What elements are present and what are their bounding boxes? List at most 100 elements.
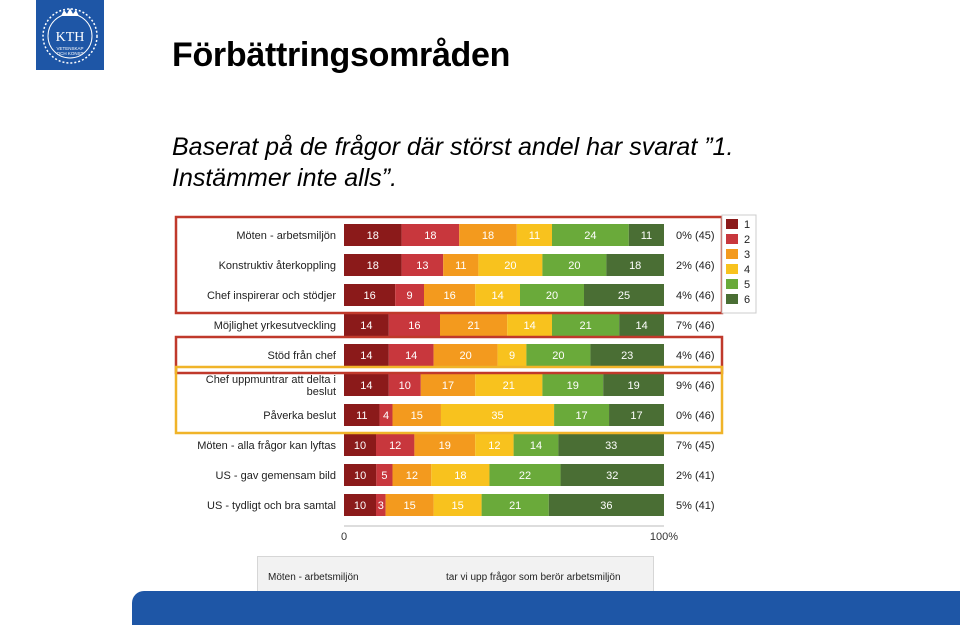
bar-value-label: 32 [606, 470, 618, 482]
x-tick-label: 0 [341, 531, 347, 543]
legend-swatch [726, 249, 738, 259]
bar-segment [376, 464, 393, 486]
bar-segment [513, 434, 559, 456]
bar-value-label: 15 [403, 500, 415, 512]
subtitle-line-1: Baserat på de frågor där störst andel ha… [172, 133, 734, 161]
bar-segment [344, 284, 396, 306]
bar-value-label: 33 [605, 440, 617, 452]
bar-value-label: 16 [408, 320, 420, 332]
bar-segment [489, 464, 561, 486]
bar-segment [554, 404, 610, 426]
bar-value-label: 36 [600, 500, 612, 512]
bar-value-label: 16 [363, 290, 375, 302]
bar-value-label: 19 [567, 380, 579, 392]
bar-value-label: 15 [451, 500, 463, 512]
bar-value-label: 20 [459, 350, 471, 362]
bar-segment [433, 494, 482, 516]
bar-segment [558, 434, 664, 456]
legend-swatch [726, 219, 738, 229]
bar-segment [552, 314, 620, 336]
bar-segment [459, 224, 517, 246]
bar-value-label: 23 [621, 350, 633, 362]
row-stat-label: 0% (45) [676, 230, 715, 242]
highlight-box [174, 365, 724, 435]
bar-segment [443, 254, 479, 276]
row-stat-label: 7% (45) [676, 440, 715, 452]
stacked-bar-chart: 0 100% 18 18 18 11 24 11 Möten - arbetsmiljön 0% … [170, 205, 770, 550]
bar-segment [344, 434, 376, 456]
footer-bar [132, 591, 960, 625]
bar-segment [475, 434, 514, 456]
bar-segment [344, 344, 389, 366]
bar-value-label: 13 [416, 260, 428, 272]
kth-logo: KTH VETENSKAP OCH KONST [36, 0, 104, 70]
bar-segment [344, 254, 402, 276]
bar-value-label: 21 [503, 380, 515, 392]
legend-label: 1 [744, 219, 750, 231]
bar-value-label: 14 [405, 350, 417, 362]
bar-segment [392, 464, 432, 486]
logo-text: KTH [56, 30, 85, 45]
category-label: US - tydligt och bra samtal [207, 500, 336, 512]
bar-segment [401, 254, 444, 276]
bar-value-label: 10 [354, 440, 366, 452]
bar-segment [431, 464, 490, 486]
bar-value-label: 22 [519, 470, 531, 482]
bar-value-label: 18 [367, 260, 379, 272]
legend-swatch [726, 234, 738, 244]
category-label: Möten - alla frågor kan lyftas [197, 440, 336, 452]
bar-value-label: 25 [618, 290, 630, 302]
bar-value-label: 20 [504, 260, 516, 272]
bar-value-label: 3 [378, 500, 384, 512]
category-label: Påverka beslut [263, 410, 336, 422]
bar-segment [388, 314, 440, 336]
bar-segment [344, 314, 389, 336]
bar-value-label: 18 [482, 230, 494, 242]
logo-subtext-1: VETENSKAP [56, 46, 83, 51]
bar-segment [376, 494, 386, 516]
bar-segment [507, 314, 552, 336]
bar-value-label: 18 [629, 260, 641, 272]
category-label: Chef uppmuntrar att delta i [206, 374, 336, 386]
bar-value-label: 20 [546, 290, 558, 302]
bar-value-label: 4 [383, 410, 389, 422]
bar-segment [385, 494, 434, 516]
bar-value-label: 35 [491, 410, 503, 422]
legend-label: 3 [744, 249, 750, 261]
bar-value-label: 9 [509, 350, 515, 362]
bar-segment [388, 374, 421, 396]
bar-segment [344, 464, 377, 486]
row-stat-label: 0% (46) [676, 410, 715, 422]
subtitle-line-2: Instämmer inte alls”. [172, 164, 398, 192]
bar-segment [392, 404, 441, 426]
row-stat-label: 9% (46) [676, 380, 715, 392]
category-label: Möjlighet yrkesutveckling [214, 320, 336, 332]
bar-value-label: 16 [443, 290, 455, 302]
bar-value-label: 12 [488, 440, 500, 452]
bar-value-label: 18 [367, 230, 379, 242]
strip-left-text: Möten - arbetsmiljön [268, 572, 359, 583]
bar-value-label: 5 [381, 470, 387, 482]
row-stat-label: 2% (41) [676, 470, 715, 482]
bar-segment [560, 464, 664, 486]
bar-segment [376, 434, 415, 456]
bar-segment [420, 374, 476, 396]
bar-segment [542, 374, 604, 396]
bar-value-label: 14 [530, 440, 542, 452]
bar-segment [433, 344, 498, 366]
bar-segment [344, 494, 376, 516]
bar-value-label: 17 [630, 410, 642, 422]
category-label: Stöd från chef [268, 350, 337, 362]
bar-segment [401, 224, 460, 246]
bar-value-label: 10 [354, 500, 366, 512]
bar-value-label: 12 [389, 440, 401, 452]
bar-value-label: 10 [399, 380, 411, 392]
category-label: beslut [307, 386, 336, 398]
bar-value-label: 11 [529, 230, 540, 242]
bar-segment [388, 344, 434, 366]
bar-segment [475, 374, 543, 396]
bar-segment [344, 374, 389, 396]
bar-segment [606, 254, 664, 276]
bar-value-label: 15 [411, 410, 423, 422]
bar-value-label: 19 [439, 440, 451, 452]
